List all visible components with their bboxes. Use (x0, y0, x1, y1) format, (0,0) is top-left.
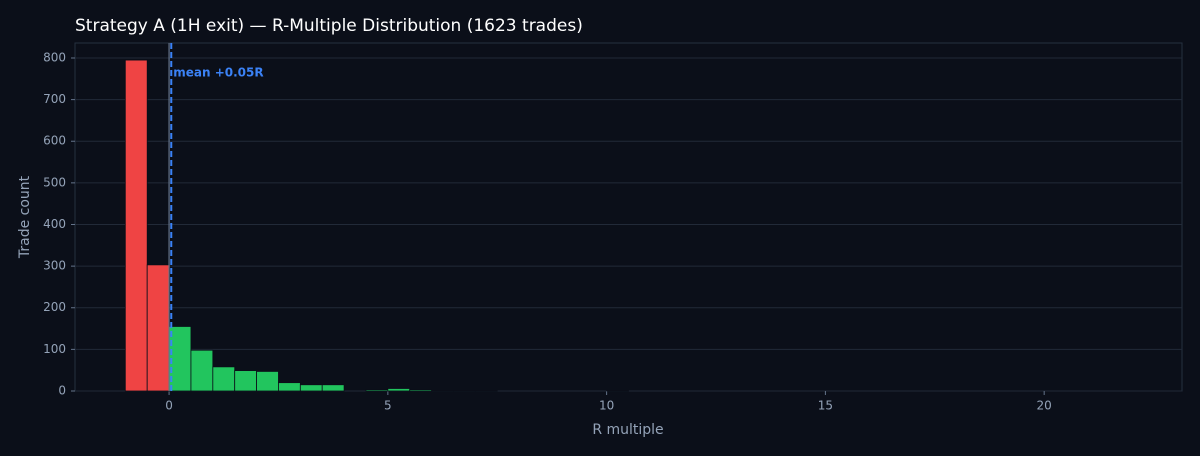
y-tick-label: 200 (43, 300, 66, 314)
y-tick-label: 0 (58, 384, 66, 398)
bar (212, 366, 236, 392)
y-tick-label: 100 (43, 342, 66, 356)
y-tick-label: 300 (43, 259, 66, 273)
bar (124, 59, 148, 392)
x-tick-label: 15 (818, 399, 833, 413)
y-tick-label: 500 (43, 175, 66, 189)
bar (321, 384, 345, 392)
x-tick-label: 5 (384, 399, 392, 413)
y-tick-label: 600 (43, 134, 66, 148)
bar (365, 389, 389, 392)
chart-title: Strategy A (1H exit) — R-Multiple Distri… (75, 16, 583, 36)
y-tick-label: 400 (43, 217, 66, 231)
x-tick-label: 20 (1037, 399, 1052, 413)
bar (387, 388, 411, 392)
bar (234, 370, 257, 392)
plot-area (74, 42, 1183, 392)
y-axis-label: Trade count (17, 175, 33, 259)
bar (278, 382, 301, 392)
bar (409, 389, 433, 392)
bar (146, 264, 170, 392)
mean-label: mean +0.05R (173, 66, 263, 80)
bar (299, 384, 323, 392)
x-tick-label: 10 (599, 399, 614, 413)
bar (168, 326, 192, 392)
x-tick-label: 0 (165, 399, 173, 413)
y-tick-label: 700 (43, 92, 66, 106)
bar (256, 371, 279, 392)
y-tick-label: 800 (43, 50, 66, 64)
bar (190, 349, 214, 392)
x-axis-label: R multiple (592, 422, 663, 438)
